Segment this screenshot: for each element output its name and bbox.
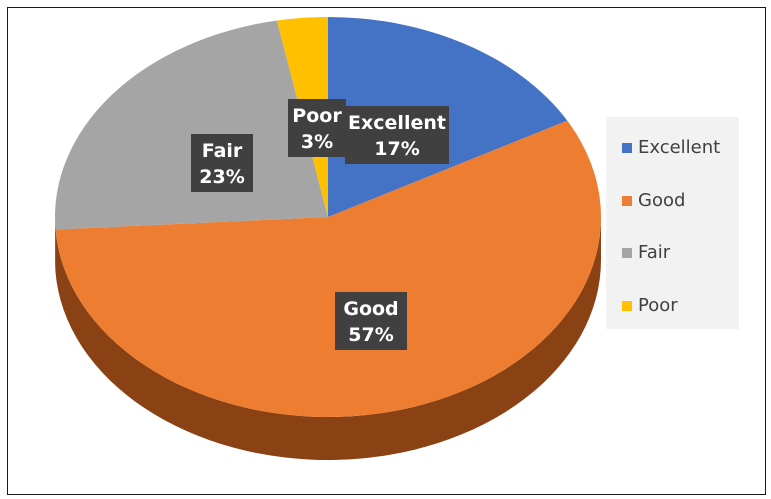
pie-slice-fair: [55, 20, 329, 230]
legend-swatch-good: [622, 195, 632, 206]
legend-item-excellent: Excellent: [622, 137, 720, 158]
data-label-box: [288, 99, 346, 157]
data-label-box: [335, 292, 407, 350]
data-label-category: Poor: [292, 105, 342, 127]
legend-swatch-fair: [622, 247, 632, 258]
data-label-category: Excellent: [348, 112, 446, 134]
pie-side-walls: [55, 217, 602, 460]
data-label-poor: Poor 3%: [288, 99, 346, 157]
data-label-percent: 57%: [348, 324, 393, 346]
data-label-box: [345, 106, 449, 164]
side-wall-fair: [55, 217, 56, 273]
data-label-category: Fair: [202, 140, 243, 162]
legend-label-poor: Poor: [638, 295, 678, 316]
legend-swatch-poor: [622, 300, 632, 311]
pie-slices: [55, 17, 602, 417]
data-label-excellent: Excellent 17%: [345, 106, 449, 164]
data-label-good: Good 57%: [335, 292, 407, 350]
legend-label-excellent: Excellent: [638, 137, 721, 158]
pie-slice-good: [55, 120, 602, 417]
side-wall-good: [55, 217, 602, 460]
legend-label-fair: Fair: [638, 242, 671, 263]
legend-item-fair: Fair: [622, 242, 670, 263]
data-label-percent: 17%: [374, 138, 419, 160]
legend-swatch-excellent: [622, 142, 632, 153]
data-label-box: [191, 134, 253, 192]
data-label-percent: 23%: [199, 166, 244, 188]
data-label-percent: 3%: [301, 131, 333, 153]
data-labels: Excellent 17% Good 57% Fair 23% Poor 3%: [191, 99, 449, 350]
legend: Excellent Good Fair Poor: [606, 117, 739, 329]
data-label-category: Good: [343, 298, 398, 320]
pie-chart: Excellent 17% Good 57% Fair 23% Poor 3%: [55, 17, 602, 460]
legend-item-good: Good: [622, 190, 685, 211]
chart-area: Excellent 17% Good 57% Fair 23% Poor 3% Excelle…: [7, 7, 766, 495]
legend-label-good: Good: [638, 190, 686, 211]
data-label-fair: Fair 23%: [191, 134, 253, 192]
legend-item-poor: Poor: [622, 295, 678, 316]
